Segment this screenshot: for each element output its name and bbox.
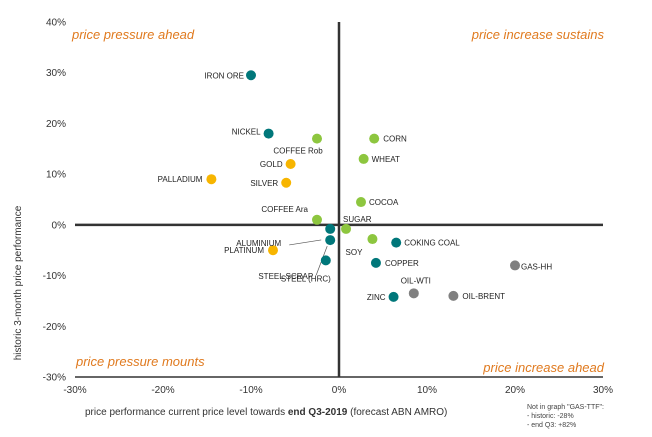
- point-steel-hrc: [320, 255, 331, 266]
- point-copper: [370, 257, 381, 268]
- x-tick-labels: -30% -20% -10% 0% 10% 20% 30%: [63, 385, 613, 396]
- point-silver: [281, 177, 292, 188]
- point-oil-brent: [448, 290, 459, 301]
- y-tick-label: 20%: [46, 119, 66, 130]
- label-iron-ore: IRON ORE: [204, 71, 244, 80]
- quadrant-label-bottom-left: price pressure mounts: [75, 354, 205, 369]
- y-tick-label: -30%: [43, 373, 66, 384]
- label-nickel: NICKEL: [232, 128, 261, 137]
- point-coking-coal: [391, 237, 402, 248]
- y-tick-label: -10%: [43, 271, 66, 282]
- point-aluminium: [325, 223, 336, 234]
- label-zinc: ZINC: [367, 293, 386, 302]
- footnote: Not in graph "GAS-TTF": - historic: -28%…: [527, 403, 604, 430]
- x-tick-label: 20%: [505, 385, 525, 396]
- label-sugar: SUGAR: [343, 215, 372, 224]
- label-steel-hrc: STEEL (HRC): [281, 274, 331, 283]
- label-oil-wti: OIL-WTI: [401, 276, 431, 285]
- label-aluminium: ALUMINIUM: [236, 239, 281, 248]
- label-gold: GOLD: [260, 160, 283, 169]
- point-nickel: [263, 128, 274, 139]
- x-tick-label: 0%: [332, 385, 347, 396]
- x-tick-label: 30%: [593, 385, 613, 396]
- y-tick-label: -20%: [43, 322, 66, 333]
- label-palladium: PALLADIUM: [158, 175, 203, 184]
- point-oil-wti: [408, 288, 419, 299]
- point-coffee-rob: [312, 133, 322, 144]
- y-tick-label: 0%: [52, 220, 67, 231]
- quadrant-label-bottom-right: price increase ahead: [482, 360, 604, 375]
- x-tick-label: -10%: [239, 385, 262, 396]
- label-copper: COPPER: [385, 259, 419, 268]
- point-palladium: [206, 174, 217, 185]
- quadrant-label-top-left: price pressure ahead: [71, 27, 195, 42]
- label-cocoa: COCOA: [369, 198, 399, 207]
- leader-lines: [289, 239, 328, 276]
- point-labels: IRON ORE NICKEL COFFEE Rob CORN WHEAT GOLD SIL…: [158, 71, 553, 302]
- y-tick-label: 10%: [46, 170, 66, 181]
- x-tick-label: 10%: [417, 385, 437, 396]
- x-tick-label: -20%: [151, 385, 174, 396]
- point-wheat: [358, 153, 369, 164]
- quadrant-label-top-right: price increase sustains: [471, 27, 605, 42]
- label-coffee-rob: COFFEE Rob: [273, 147, 323, 156]
- x-tick-label: -30%: [63, 385, 86, 396]
- point-sugar: [341, 223, 352, 234]
- y-tick-label: 40%: [46, 18, 66, 29]
- label-coking-coal: COKING COAL: [404, 239, 460, 248]
- label-corn: CORN: [383, 135, 407, 144]
- point-zinc: [388, 291, 399, 302]
- label-silver: SILVER: [250, 179, 278, 188]
- label-oil-brent: OIL-BRENT: [462, 292, 505, 301]
- point-cocoa: [356, 197, 366, 208]
- label-soy: SOY: [346, 248, 364, 257]
- point-iron-ore: [246, 70, 256, 81]
- point-corn: [369, 133, 380, 144]
- point-gold: [285, 159, 296, 169]
- x-axis-title: price performance current price level to…: [85, 407, 447, 418]
- label-wheat: WHEAT: [372, 155, 400, 164]
- leader-aluminium: [289, 239, 322, 246]
- axes: [75, 22, 603, 378]
- footnote-line-3: - end Q3: +82%: [527, 422, 577, 429]
- label-steel-scrap: STEEL SCRAP: [258, 272, 313, 281]
- point-platinum: [268, 245, 278, 256]
- label-gas-hh: GAS-HH: [521, 262, 552, 271]
- footnote-line-2: - historic: -28%: [527, 413, 574, 420]
- point-coffee-ara: [312, 214, 322, 225]
- point-gas-hh: [510, 260, 520, 271]
- y-tick-label: 30%: [46, 68, 66, 79]
- label-coffee-ara: COFFEE Ara: [261, 205, 308, 214]
- point-soy: [367, 234, 378, 245]
- y-tick-labels: -30% -20% -10% 0% 10% 20% 30% 40%: [43, 18, 66, 384]
- footnote-line-1: Not in graph "GAS-TTF":: [527, 404, 604, 411]
- data-points: [206, 70, 520, 302]
- label-platinum: PLATINUM: [224, 246, 264, 255]
- y-axis-title: historic 3-month price performance: [13, 205, 24, 360]
- point-steel-scrap: [325, 235, 336, 246]
